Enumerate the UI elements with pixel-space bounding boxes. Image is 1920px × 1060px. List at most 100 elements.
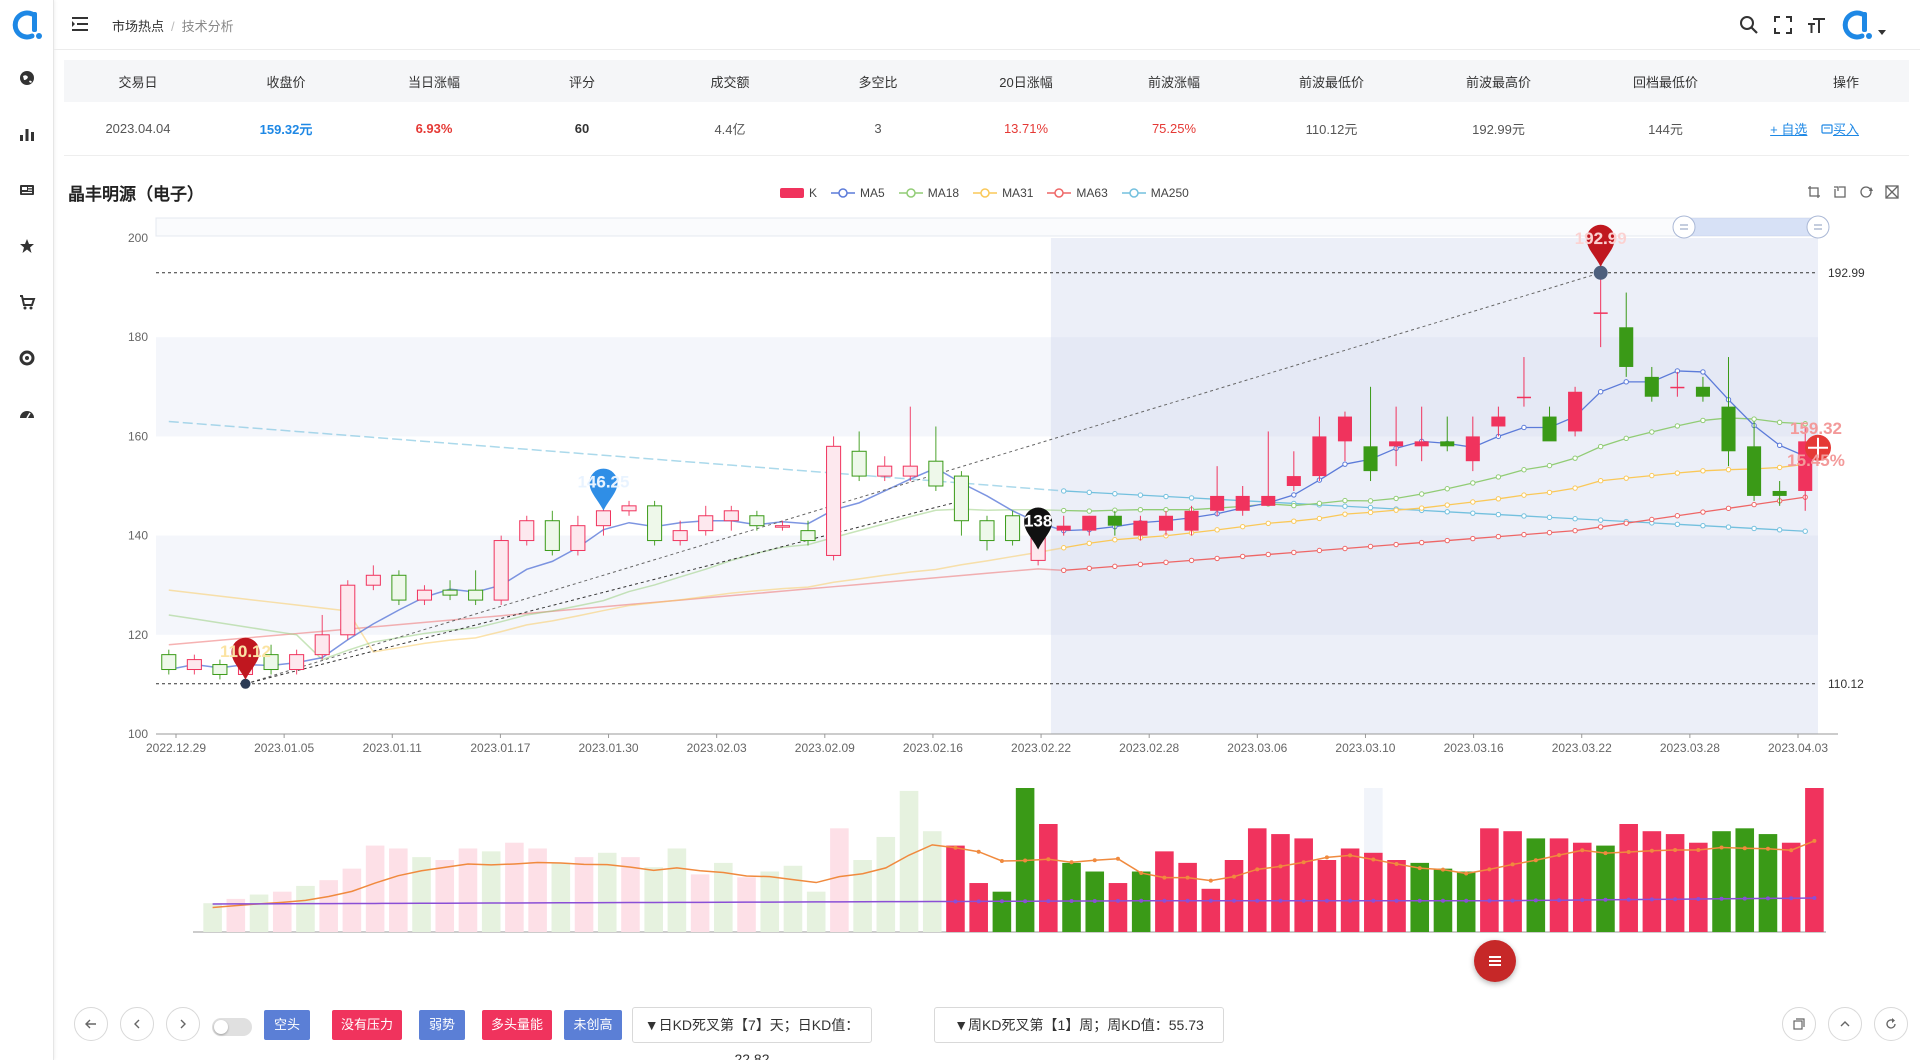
- dashboard-icon[interactable]: [17, 404, 37, 424]
- search-icon[interactable]: [1738, 14, 1760, 36]
- volume-ma-slow-point: [1278, 898, 1283, 903]
- candle-body: [1363, 446, 1378, 472]
- bar-chart-icon[interactable]: [17, 124, 37, 144]
- back-button[interactable]: [74, 1007, 108, 1041]
- menu-fold-icon[interactable]: [70, 14, 90, 34]
- cell-change: 6.93%: [415, 121, 453, 136]
- table-header-cell: 前波最高价: [1465, 74, 1531, 90]
- low-point-dot: [240, 678, 251, 689]
- legend-item[interactable]: MA31: [973, 186, 1033, 200]
- x-tick-label: 2023.03.22: [1552, 741, 1612, 755]
- refresh-button[interactable]: [1874, 1007, 1908, 1041]
- volume-bar: [551, 862, 571, 932]
- candle-body: [468, 589, 484, 601]
- tag-no-new-high: 未创高: [564, 1010, 622, 1040]
- candle-body: [1261, 495, 1276, 506]
- volume-ma-fast-point: [1742, 846, 1747, 851]
- volume-ma-slow-point: [1510, 898, 1515, 903]
- volume-ma-slow-point: [1719, 896, 1724, 901]
- volume-ma-slow-point: [1232, 898, 1237, 903]
- toggle-switch[interactable]: [212, 1018, 252, 1036]
- volume-ma-fast-point: [1789, 848, 1794, 853]
- ma5-line-point: [1521, 424, 1527, 431]
- copy-button[interactable]: [1782, 1007, 1816, 1041]
- legend-swatch: [898, 188, 923, 198]
- legend-item[interactable]: MA250: [1121, 186, 1189, 200]
- y-tick-label: 100: [128, 727, 148, 741]
- prev-button[interactable]: [120, 1007, 154, 1041]
- volume-ma-slow-point: [999, 899, 1004, 904]
- scroll-top-button[interactable]: [1828, 1007, 1862, 1041]
- star-icon[interactable]: [17, 236, 37, 256]
- ma31-line-point: [1214, 527, 1220, 533]
- candle-body: [442, 589, 458, 596]
- volume-ma-slow-point: [1742, 896, 1747, 901]
- legend-item[interactable]: K: [780, 186, 817, 200]
- x-tick-label: 2023.03.10: [1335, 741, 1395, 755]
- volume-ma-slow-point: [1812, 896, 1817, 900]
- ma18-line-faded: [168, 508, 1064, 661]
- candle-body: [493, 540, 509, 601]
- table-header-cell: 多空比: [858, 74, 898, 90]
- zoom-reset-icon[interactable]: [1832, 184, 1848, 200]
- table-header-cell: 20日涨幅: [999, 74, 1053, 90]
- volume-ma-fast-point: [1069, 860, 1074, 865]
- volume-ma-fast-point: [1696, 847, 1701, 852]
- next-button[interactable]: [166, 1007, 200, 1041]
- save-image-icon[interactable]: [1884, 184, 1900, 200]
- ma31-line-point: [1367, 509, 1374, 516]
- copy-icon: [1793, 1018, 1805, 1030]
- volume-bar: [458, 848, 478, 932]
- ma250-line-point: [1444, 509, 1450, 515]
- news-icon[interactable]: [17, 180, 37, 200]
- candle-body: [519, 520, 535, 542]
- zoom-area-icon[interactable]: [1806, 184, 1822, 200]
- ma250-line: [1063, 490, 1806, 532]
- cell-close: 159.32元: [259, 122, 313, 137]
- legend-item[interactable]: MA18: [898, 186, 959, 200]
- ma63-line-point: [1623, 520, 1629, 526]
- candle-body: [1593, 312, 1608, 314]
- ma18-line-point: [1061, 507, 1067, 514]
- cart-icon[interactable]: [17, 292, 37, 312]
- lifebuoy-icon[interactable]: [17, 348, 37, 368]
- volume-ma-slow-point: [1696, 897, 1701, 901]
- chart-menu-button[interactable]: [1474, 940, 1516, 982]
- font-size-icon[interactable]: [1806, 14, 1828, 36]
- legend-item[interactable]: MA63: [1047, 186, 1108, 200]
- ma18-line-point: [1291, 502, 1297, 509]
- user-avatar-icon[interactable]: [1840, 8, 1874, 42]
- candle-body: [1286, 476, 1301, 486]
- volume-bar: [528, 848, 547, 932]
- breadcrumb-parent[interactable]: 市场热点: [112, 19, 165, 34]
- list-icon: [1489, 956, 1501, 966]
- volume-bar: [226, 898, 246, 932]
- fullscreen-icon[interactable]: [1772, 14, 1794, 36]
- ma18-line-point: [1495, 474, 1502, 480]
- volume-ma-fast-point: [1464, 871, 1469, 876]
- restore-icon[interactable]: [1858, 184, 1874, 200]
- candle-body: [1414, 441, 1429, 447]
- add-watchlist-link[interactable]: + 自选: [1770, 122, 1808, 137]
- volume-bar: [412, 857, 431, 932]
- volume-bar: [249, 894, 269, 932]
- ma250-line-point: [1700, 522, 1706, 529]
- ma250-line-point: [1725, 524, 1732, 530]
- logo-icon[interactable]: [10, 8, 44, 42]
- volume-bar: [1596, 845, 1615, 932]
- legend-item[interactable]: MA5: [831, 186, 885, 200]
- candle-body: [570, 525, 586, 551]
- high-point-dot: [1593, 265, 1608, 280]
- caret-down-icon[interactable]: [1876, 26, 1888, 38]
- breadcrumb-current: 技术分析: [181, 19, 234, 34]
- candle-body: [595, 510, 611, 527]
- ma31-line-point: [1418, 505, 1425, 511]
- volume-bar: [644, 867, 663, 932]
- volume-bar: [319, 880, 338, 932]
- buy-link[interactable]: 买入: [1821, 122, 1859, 137]
- globe-icon[interactable]: [17, 68, 37, 88]
- ma18-line-point: [1776, 419, 1783, 426]
- ma63-line-point: [1061, 567, 1067, 574]
- volume-ma-fast-point: [1626, 849, 1631, 854]
